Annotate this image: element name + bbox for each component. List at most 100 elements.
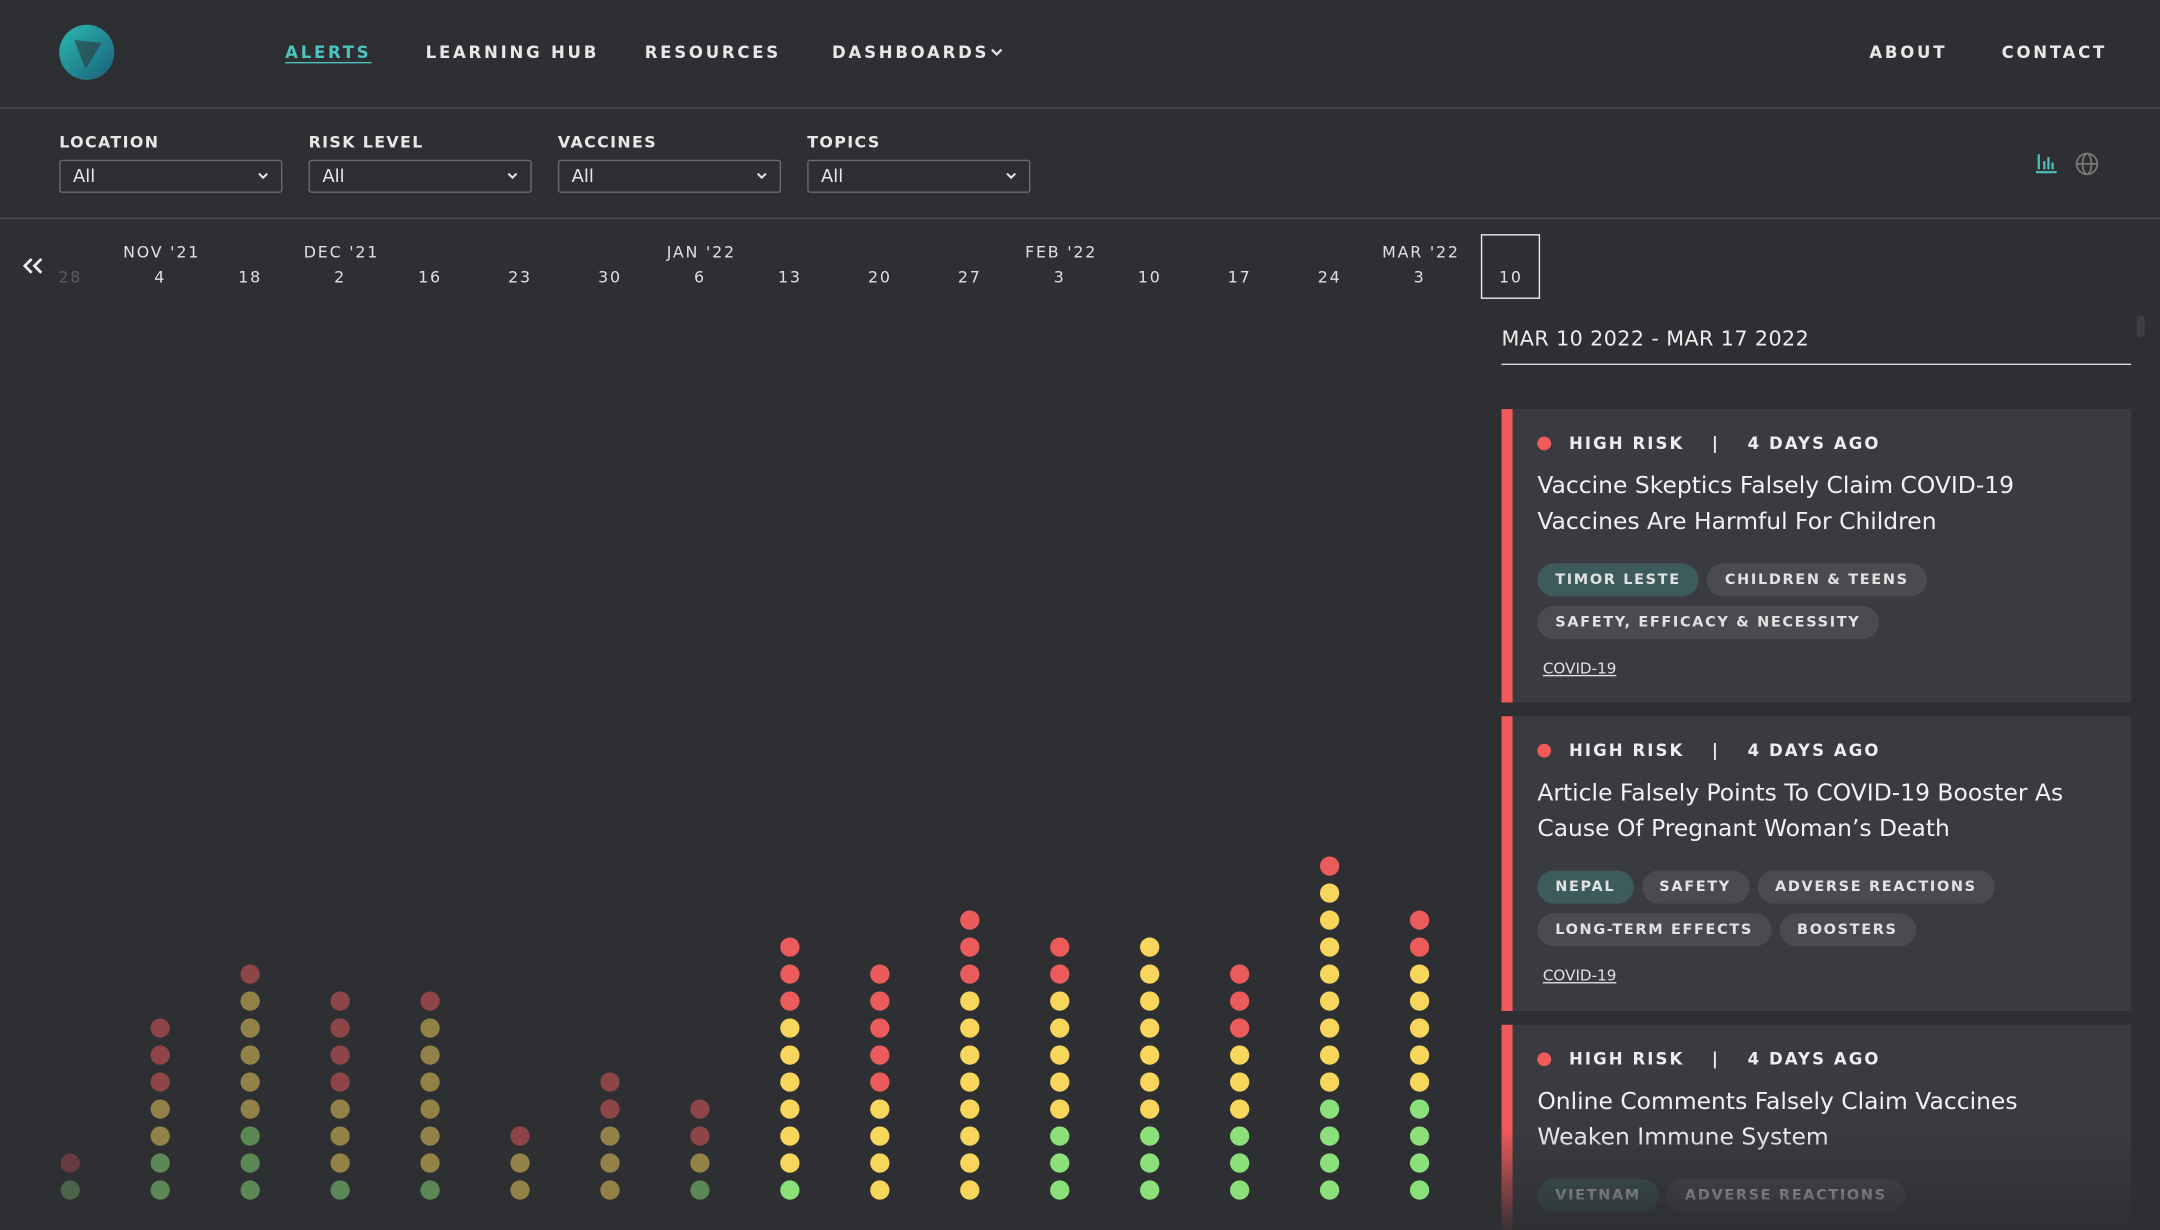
week-label[interactable]: 23 [508, 267, 532, 287]
nav-link[interactable]: RESOURCES [644, 42, 781, 62]
alert-dot [1409, 910, 1430, 930]
nav-link[interactable]: LEARNING HUB [425, 42, 600, 62]
dot-group-green [240, 1126, 260, 1200]
tag[interactable]: NEPAL [1537, 870, 1634, 904]
alert-dot [1140, 1180, 1160, 1200]
week-label[interactable]: 2 [334, 267, 347, 287]
alert-dot [60, 1180, 80, 1200]
alert-dot [240, 991, 260, 1011]
week-label[interactable]: 28 [58, 267, 83, 287]
logo[interactable] [58, 23, 116, 81]
dot-group-yellow [420, 1018, 440, 1173]
week-column [870, 964, 890, 1200]
week-label[interactable]: 30 [598, 267, 622, 287]
filter-select[interactable]: All [308, 159, 532, 193]
week-label[interactable]: 24 [1317, 267, 1342, 287]
week-column [1409, 910, 1430, 1200]
back-button[interactable] [22, 256, 44, 275]
week-label[interactable]: 17 [1227, 267, 1252, 287]
filter-select[interactable]: All [59, 159, 283, 193]
alert-time: 4 DAYS AGO [1747, 1049, 1881, 1069]
dot-group-yellow [870, 1099, 890, 1200]
alert-dot [1140, 1099, 1160, 1119]
alert-dot [960, 1126, 980, 1146]
month-label: FEB '22 [1025, 242, 1098, 262]
tag[interactable]: ADVERSE REACTIONS [1757, 870, 1995, 904]
alert-dot [240, 1153, 260, 1173]
dot-group-green [1319, 1099, 1340, 1200]
tag[interactable]: CHILDREN & TEENS [1706, 563, 1927, 597]
dot-group-red [150, 1018, 170, 1092]
alert-dot [690, 1180, 710, 1200]
alert-dot [1409, 1180, 1430, 1200]
scrollbar[interactable] [2136, 315, 2145, 338]
alert-dot [150, 1099, 170, 1119]
week-label[interactable]: 4 [154, 267, 167, 287]
week-column [150, 1018, 170, 1200]
alert-dot [1409, 1099, 1430, 1119]
view-icons[interactable] [2033, 150, 2102, 178]
week-label[interactable]: 18 [238, 267, 263, 287]
tag[interactable]: SAFETY [1641, 870, 1749, 904]
nav-link[interactable]: ALERTS [285, 42, 372, 62]
tag[interactable]: TIMOR LESTE [1537, 563, 1699, 597]
dot-group-red [60, 1153, 80, 1173]
alert-dot [1050, 964, 1070, 984]
alert-dot [960, 1180, 980, 1200]
alert-dot [870, 1018, 890, 1038]
risk-level: HIGH RISK [1569, 1049, 1685, 1069]
alert-card[interactable]: HIGH RISK | 4 DAYS AGO Vaccine Skeptics Fal… [1501, 409, 2132, 703]
week-column [1050, 937, 1070, 1200]
week-label[interactable]: 27 [957, 267, 982, 287]
alert-time: 4 DAYS AGO [1747, 433, 1881, 454]
alert-dot [420, 1099, 440, 1119]
alert-dot [1319, 1126, 1340, 1146]
nav-link[interactable]: CONTACT [2001, 42, 2108, 62]
alert-dot [510, 1126, 530, 1146]
dot-group-red [600, 1072, 620, 1119]
selected-week[interactable]: 10 [1480, 234, 1540, 299]
alert-dot [330, 1153, 350, 1173]
filter-select[interactable]: All [557, 159, 782, 193]
dot-group-red [1230, 964, 1250, 1038]
dot-group-yellow [1230, 1045, 1250, 1119]
alert-dot [1050, 1072, 1070, 1092]
dot-group-red [510, 1126, 530, 1146]
dot-group-yellow [1140, 937, 1160, 1119]
week-label[interactable]: 10 [1137, 267, 1162, 287]
tag-list: TIMOR LESTE CHILDREN & TEENS SAFETY, EFFIC… [1537, 563, 2094, 640]
tag[interactable]: LONG-TERM EFFECTS [1537, 913, 1771, 947]
filter-label: RISK LEVEL [308, 132, 424, 152]
alert-dot [690, 1153, 710, 1173]
alert-title: Vaccine Skeptics Falsely Claim COVID-19 … [1537, 472, 2015, 536]
alert-dot [870, 1126, 890, 1146]
alert-dot [1140, 1126, 1160, 1146]
dot-group-red [870, 964, 890, 1092]
nav-link[interactable]: ABOUT [1869, 42, 1948, 62]
alert-card[interactable]: HIGH RISK | 4 DAYS AGO Article Falsely Poin… [1501, 716, 2132, 1012]
week-label[interactable]: 16 [418, 267, 442, 287]
topic-link[interactable]: COVID-19 [1542, 659, 1617, 678]
alert-dot [870, 964, 890, 984]
topic-link[interactable]: COVID-19 [1542, 966, 1617, 985]
week-label[interactable]: 3 [1053, 267, 1066, 287]
alert-dot [420, 1045, 440, 1065]
tag[interactable]: BOOSTERS [1779, 913, 1916, 947]
week-label[interactable]: 13 [778, 267, 802, 287]
alert-dot [240, 1045, 260, 1065]
alert-dot [150, 1045, 170, 1065]
risk-dot [1537, 436, 1552, 451]
nav-link[interactable]: DASHBOARDS [832, 43, 1003, 62]
dot-group-green [1140, 1126, 1160, 1200]
week-label[interactable]: 20 [867, 267, 892, 287]
dot-group-green [150, 1153, 170, 1200]
alert-dot [1050, 1180, 1070, 1200]
scroll-shade [0, 234, 97, 298]
dropdown-caret [991, 48, 1003, 56]
filter-select[interactable]: All [807, 159, 1031, 193]
tag[interactable]: SAFETY, EFFICACY & NECESSITY [1537, 606, 1879, 640]
week-label[interactable]: 6 [693, 267, 706, 287]
week-label[interactable]: 3 [1413, 267, 1426, 287]
alert-dot [1140, 1045, 1160, 1065]
alert-dot [1319, 1072, 1340, 1092]
